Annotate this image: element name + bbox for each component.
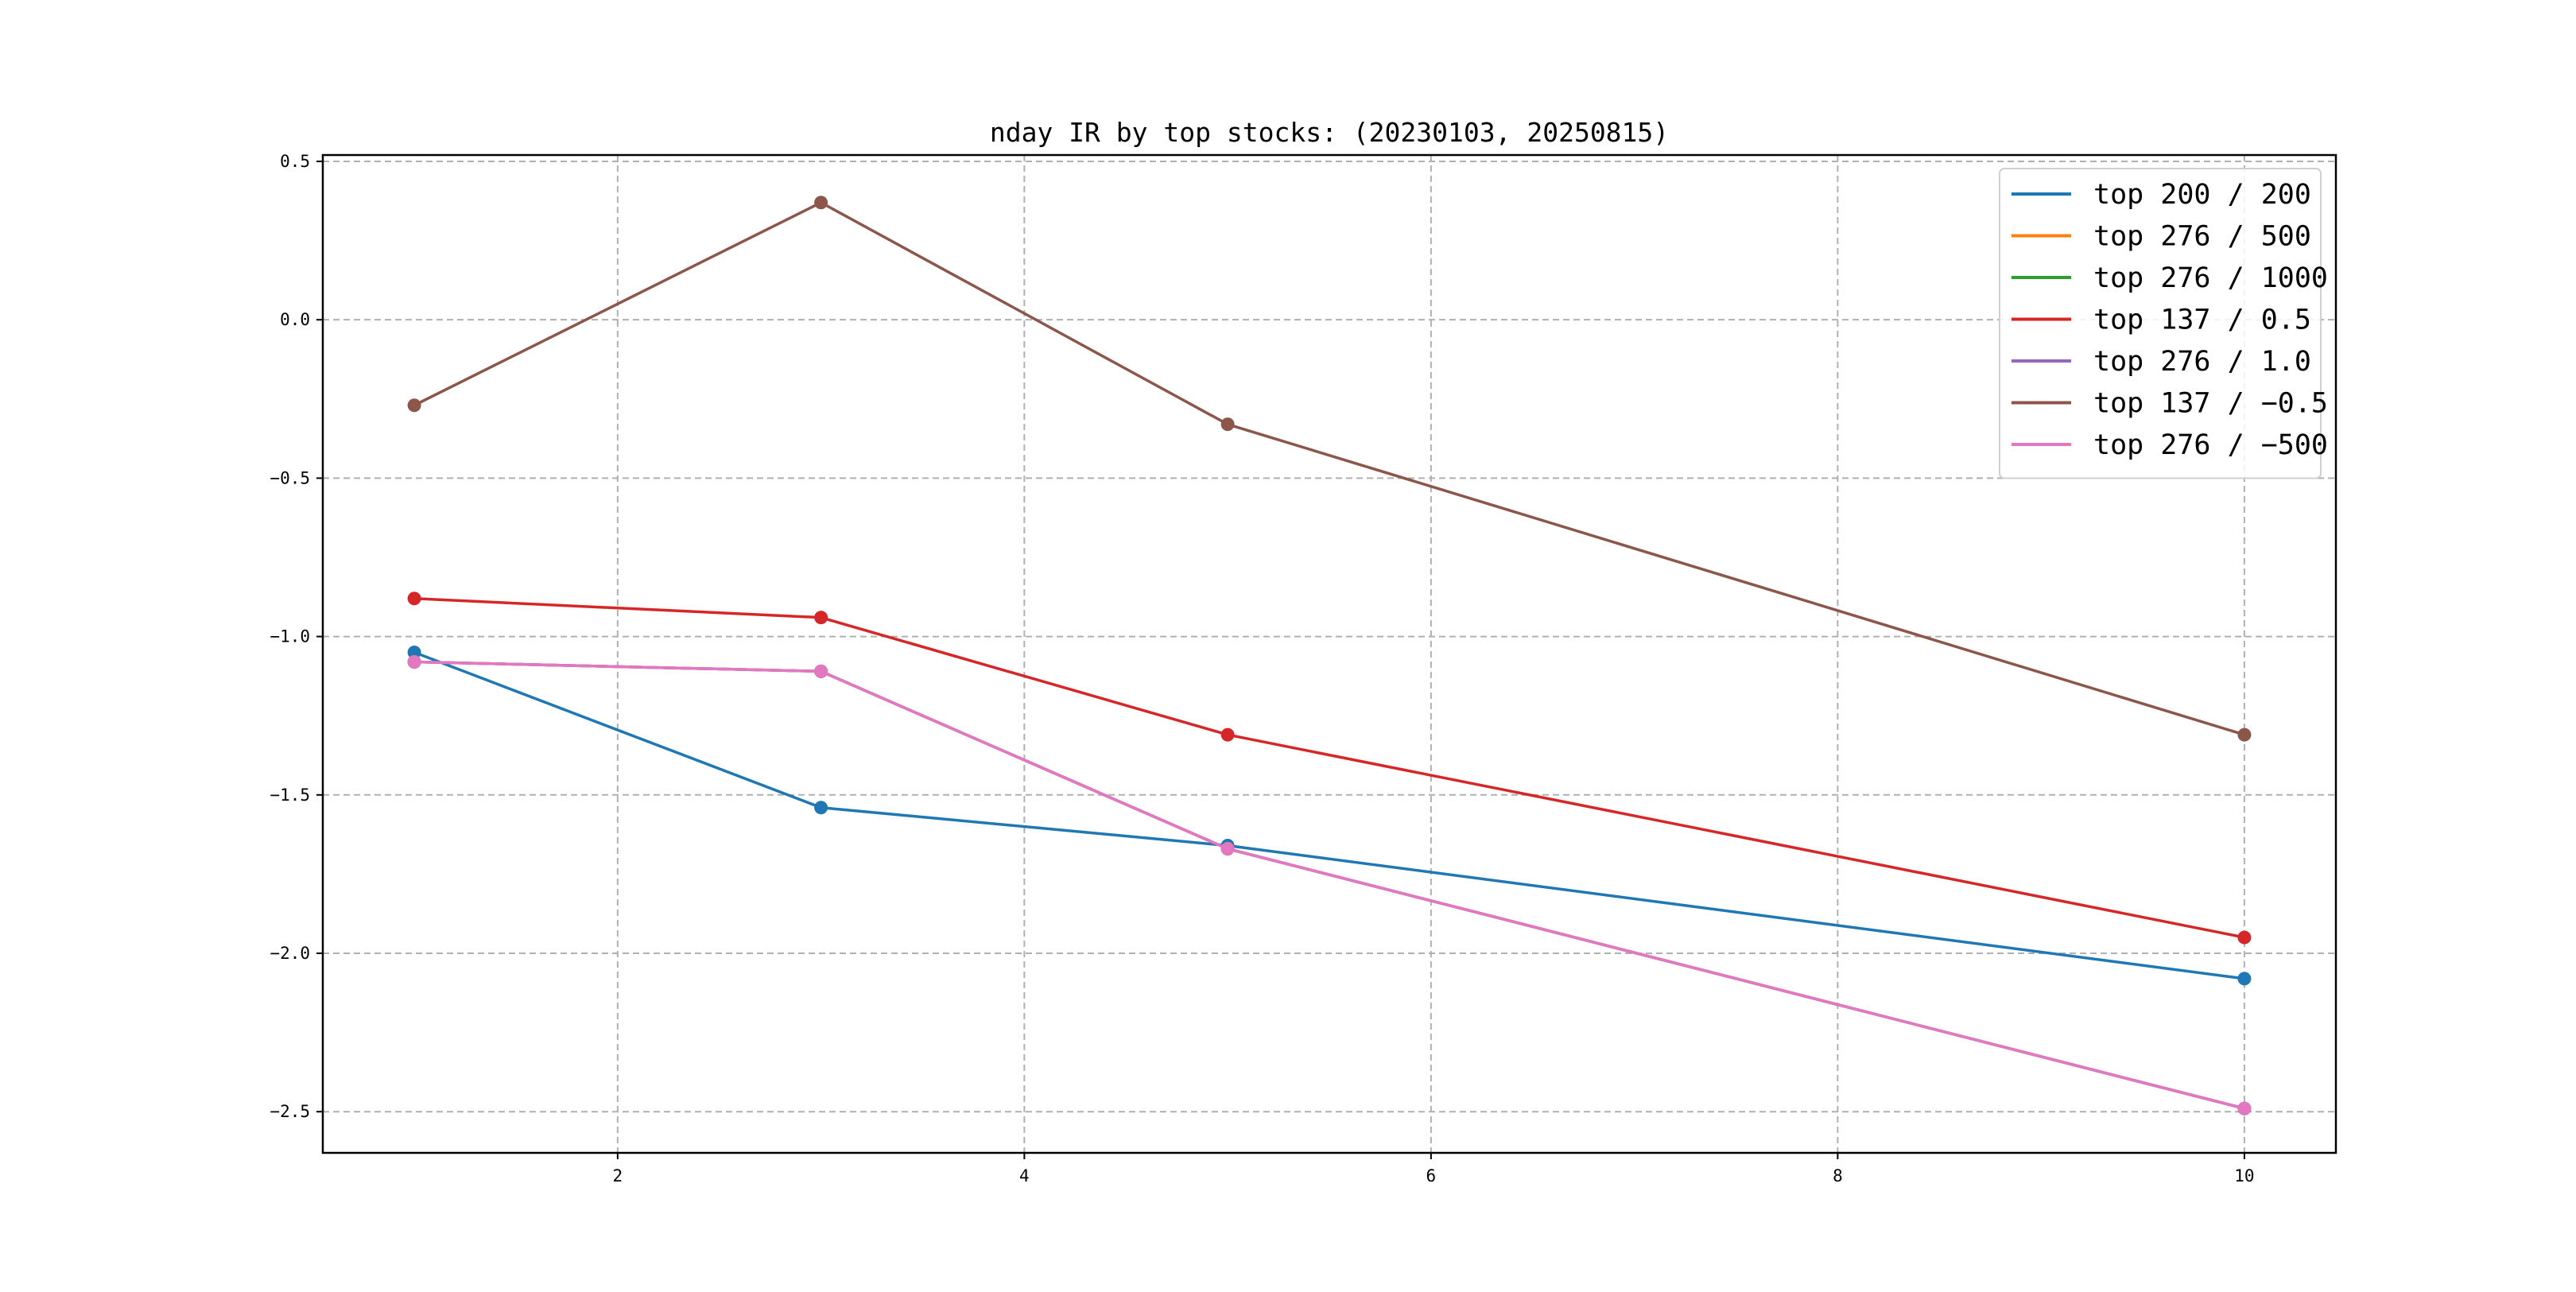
- data-point: [814, 664, 828, 678]
- data-point: [407, 646, 421, 660]
- y-tick-label: −0.5: [270, 468, 310, 487]
- data-point: [2237, 727, 2252, 742]
- data-point: [814, 611, 828, 625]
- y-tick-label: −1.0: [270, 627, 310, 646]
- series-line: [413, 201, 2245, 736]
- legend-label: top 276 / 1.0: [2093, 346, 2311, 378]
- legend-label: top 137 / −0.5: [2093, 388, 2328, 420]
- data-point: [1220, 842, 1235, 856]
- legend-label: top 276 / −500: [2093, 429, 2328, 461]
- series-6: [407, 654, 2252, 1115]
- data-point: [2237, 930, 2252, 945]
- data-point: [814, 801, 828, 815]
- data-point: [2237, 972, 2252, 986]
- plot-area-frame: [321, 153, 2337, 1154]
- series-5: [407, 196, 2252, 742]
- x-tick-label: 6: [1426, 1166, 1437, 1185]
- data-point: [407, 592, 421, 606]
- data-point: [814, 196, 828, 210]
- legend-label: top 200 / 200: [2093, 179, 2311, 211]
- data-point: [1220, 417, 1235, 432]
- x-tick-label: 2: [613, 1166, 623, 1185]
- series-line: [414, 597, 2245, 939]
- x-tick-label: 4: [1019, 1166, 1030, 1185]
- data-point: [1220, 727, 1235, 742]
- data-point: [407, 654, 421, 669]
- series-layer: [407, 196, 2252, 1115]
- series-3: [407, 592, 2252, 945]
- y-tick-label: −2.5: [270, 1102, 310, 1121]
- legend: top 200 / 200 top 276 / 500 top 276 / 1000…: [1999, 168, 2328, 479]
- series-line: [413, 650, 2245, 980]
- chart-title: nday IR by top stocks: (20230103, 202508…: [990, 117, 1669, 148]
- legend-label: top 276 / 500: [2093, 221, 2311, 253]
- series-line: [414, 660, 2245, 1110]
- legend-label: top 137 / 0.5: [2093, 305, 2311, 336]
- y-tick-label: 0.0: [280, 310, 310, 329]
- legend-box: [1999, 168, 2322, 479]
- y-tick-label: 0.5: [280, 152, 310, 171]
- y-tick-label: −1.5: [270, 786, 310, 805]
- legend-label: top 276 / 1000: [2093, 262, 2328, 294]
- data-point: [407, 398, 421, 413]
- y-tick-label: −2.0: [270, 944, 310, 963]
- axis-ticks: 2 4 6 8 10 0.5 0.0 −0.5 −1.0 −1.5 −2.0 −2.5: [270, 152, 2254, 1185]
- x-tick-label: 8: [1833, 1166, 1843, 1185]
- x-tick-label: 10: [2234, 1166, 2254, 1185]
- series-0: [407, 646, 2252, 986]
- data-point: [2237, 1101, 2252, 1115]
